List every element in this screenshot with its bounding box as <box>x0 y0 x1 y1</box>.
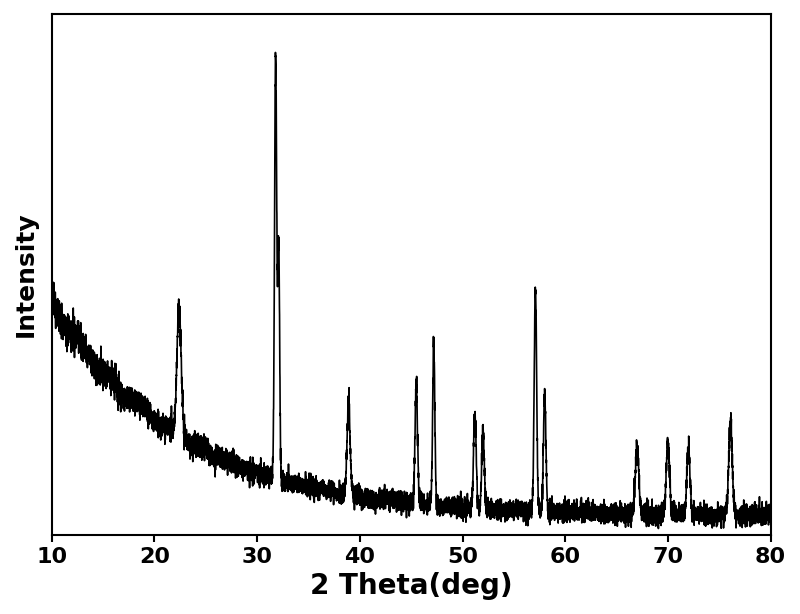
X-axis label: 2 Theta(deg): 2 Theta(deg) <box>310 572 513 600</box>
Y-axis label: Intensity: Intensity <box>14 211 38 337</box>
